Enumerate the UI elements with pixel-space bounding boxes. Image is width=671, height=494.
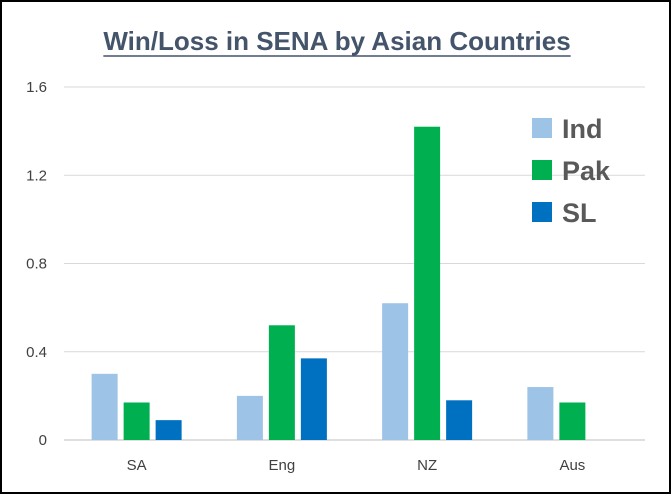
bar-sl-nz <box>446 400 473 440</box>
y-tick-label: 1.6 <box>26 79 47 96</box>
y-tick-label: 0 <box>39 432 47 449</box>
x-tick-label: NZ <box>417 457 437 474</box>
bar-pak-nz <box>414 126 441 441</box>
y-tick-label: 0.4 <box>26 344 47 361</box>
bar-ind-sa <box>91 373 118 440</box>
y-axis-ticks: 0 0.4 0.8 1.2 1.6 <box>26 79 47 449</box>
legend-label-ind: Ind <box>562 114 603 144</box>
chart-title: Win/Loss in SENA by Asian Countries <box>103 26 570 56</box>
x-tick-label: Aus <box>559 457 585 474</box>
bar-pak-sa <box>123 402 150 440</box>
y-tick-label: 1.2 <box>26 167 47 184</box>
bar-sl-sa <box>155 420 182 440</box>
y-tick-label: 0.8 <box>26 256 47 273</box>
legend-label-pak: Pak <box>562 156 611 186</box>
bar-ind-aus <box>527 387 554 440</box>
legend-swatch-pak <box>532 160 552 180</box>
legend-swatch-ind <box>532 118 552 138</box>
bar-sl-eng <box>300 358 327 440</box>
legend: Ind Pak SL <box>532 114 611 228</box>
bar-ind-nz <box>382 303 409 440</box>
gridlines <box>64 86 645 441</box>
x-tick-label: SA <box>127 457 147 474</box>
bar-ind-eng <box>236 395 263 440</box>
bar-pak-eng <box>268 325 295 440</box>
bar-pak-aus <box>559 402 586 440</box>
bars <box>91 126 586 441</box>
x-tick-label: Eng <box>269 457 296 474</box>
legend-swatch-sl <box>532 202 552 222</box>
x-axis-ticks: SA Eng NZ Aus <box>127 457 586 474</box>
legend-label-sl: SL <box>562 198 597 228</box>
